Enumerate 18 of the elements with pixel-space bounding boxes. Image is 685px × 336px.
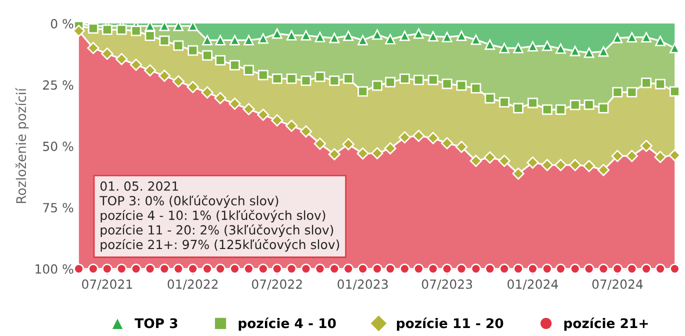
x-tick-label: 07/2022: [252, 279, 302, 290]
legend-label: pozície 4 - 10: [238, 317, 336, 331]
legend-label: pozície 11 - 20: [396, 317, 504, 331]
y-tick-label: 0 %: [50, 18, 74, 28]
y-tick-label: 75 %: [43, 202, 74, 212]
legend-label: pozície 21+: [564, 317, 648, 331]
x-tick-label: 07/2021: [82, 279, 132, 290]
x-tick-label: 01/2024: [508, 279, 558, 290]
y-tick-label: 25 %: [43, 80, 74, 90]
y-tick-label: 100 %: [36, 264, 74, 274]
x-tick-label: 07/2023: [422, 279, 472, 290]
x-tick-label: 01/2022: [168, 279, 218, 290]
y-axis-title: Rozloženie pozícií: [15, 88, 29, 204]
annotation: 01. 05. 2021 TOP 3: 0% (0kľúčových slov) pozície 4 - 10: 1% (1kľúčových slov) pozície 11 - 20: 2% (3kľúčových slov) pozície 21+: 97% (125kľúčových slov): [100, 181, 340, 252]
y-tick-label: 50 %: [43, 142, 74, 152]
legend-label: TOP 3: [134, 318, 178, 328]
x-tick-label: 07/2024: [592, 279, 643, 290]
x-tick-label: 01/2023: [338, 279, 388, 290]
